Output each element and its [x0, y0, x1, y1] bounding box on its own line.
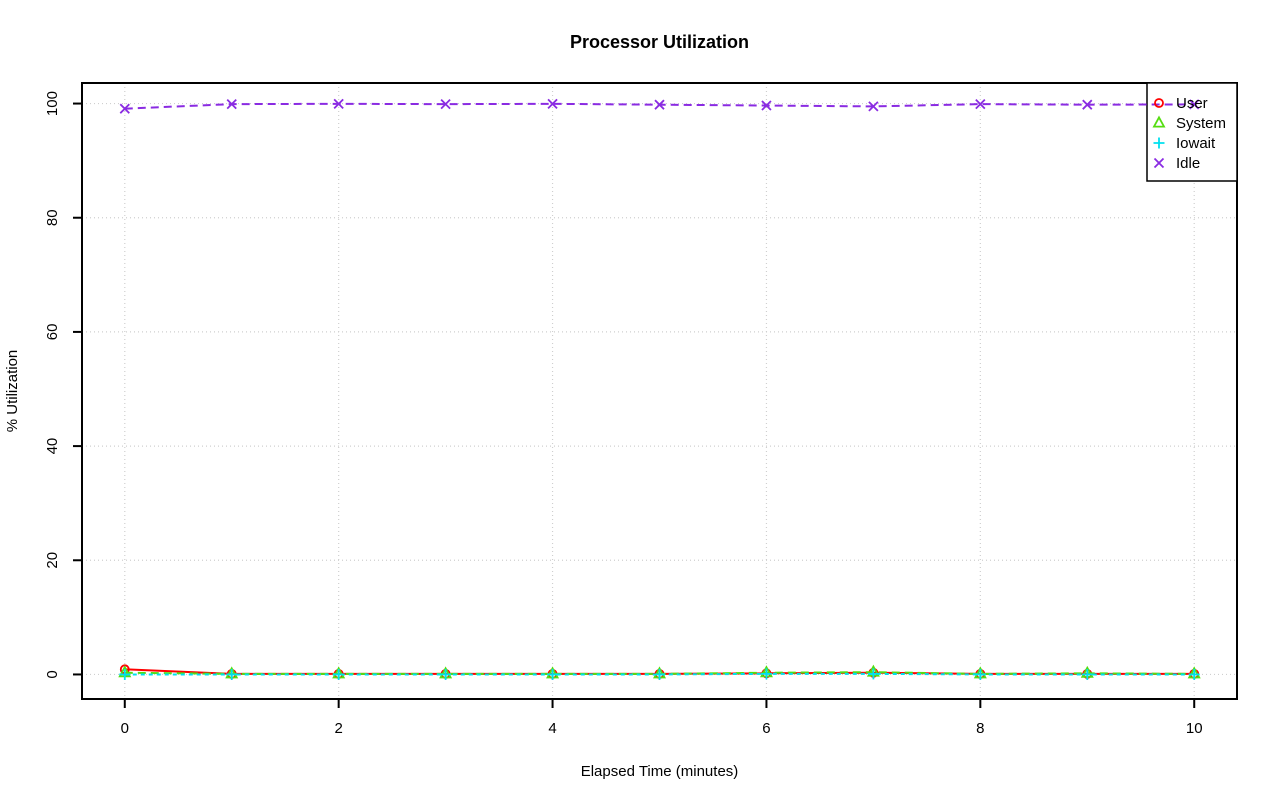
legend-item-system: System: [1152, 115, 1226, 132]
legend-item-idle: Idle: [1153, 155, 1200, 172]
series-line-iowait: [124, 672, 1195, 676]
legend: User System Iowait Idle: [1152, 95, 1226, 172]
x-tick-label: 10: [1186, 720, 1203, 737]
x-marker: [868, 101, 879, 112]
legend-item-user: User: [1154, 95, 1208, 112]
x-marker: [119, 103, 130, 114]
y-tick-label: 20: [44, 552, 61, 569]
x-marker: [226, 98, 237, 110]
x-tick-label: 4: [548, 720, 556, 737]
y-axis-label: % Utilization: [4, 350, 21, 433]
x-marker: [333, 98, 344, 109]
y-tick-label: 80: [44, 209, 61, 226]
legend-x-marker: [1153, 157, 1165, 169]
x-axis-label: Elapsed Time (minutes): [581, 763, 739, 780]
plus-marker: [440, 668, 452, 680]
plus-marker: [974, 668, 986, 680]
x-marker: [761, 100, 772, 111]
legend-label: Idle: [1176, 155, 1200, 172]
x-marker: [1189, 99, 1200, 110]
x-tick-label: 6: [762, 720, 770, 737]
plus-marker: [333, 668, 345, 680]
series-iowait: [119, 668, 1200, 680]
legend-triangle-marker: [1152, 115, 1166, 128]
x-tick-label: 2: [334, 720, 342, 737]
x-marker: [975, 98, 986, 110]
legend-circle-marker: [1154, 98, 1164, 108]
plus-marker: [1081, 668, 1093, 680]
y-tick-label: 60: [44, 324, 61, 341]
plus-marker: [1188, 668, 1200, 680]
x-tick-label: 8: [976, 720, 984, 737]
plus-marker: [867, 668, 879, 680]
x-marker: [440, 98, 451, 110]
x-tick-label: 0: [121, 720, 129, 737]
plus-marker: [547, 668, 559, 680]
gridlines: [82, 83, 1237, 699]
plus-marker: [654, 668, 665, 680]
legend-item-iowait: Iowait: [1153, 135, 1216, 152]
y-tick-label: 0: [44, 670, 61, 678]
chart-title: Processor Utilization: [570, 32, 749, 52]
plus-marker: [119, 668, 131, 680]
y-tick-label: 40: [44, 438, 61, 455]
x-marker: [654, 99, 665, 110]
x-marker: [1082, 99, 1093, 110]
series-idle: [119, 98, 1200, 114]
plus-marker: [226, 668, 238, 680]
plus-marker: [760, 668, 772, 680]
y-tick-label: 100: [44, 91, 61, 116]
legend-label: System: [1176, 115, 1226, 132]
x-marker: [547, 98, 558, 109]
legend-label: User: [1176, 95, 1208, 112]
legend-plus-marker: [1153, 137, 1165, 149]
legend-label: Iowait: [1176, 135, 1216, 152]
plot-border: [81, 82, 1238, 700]
